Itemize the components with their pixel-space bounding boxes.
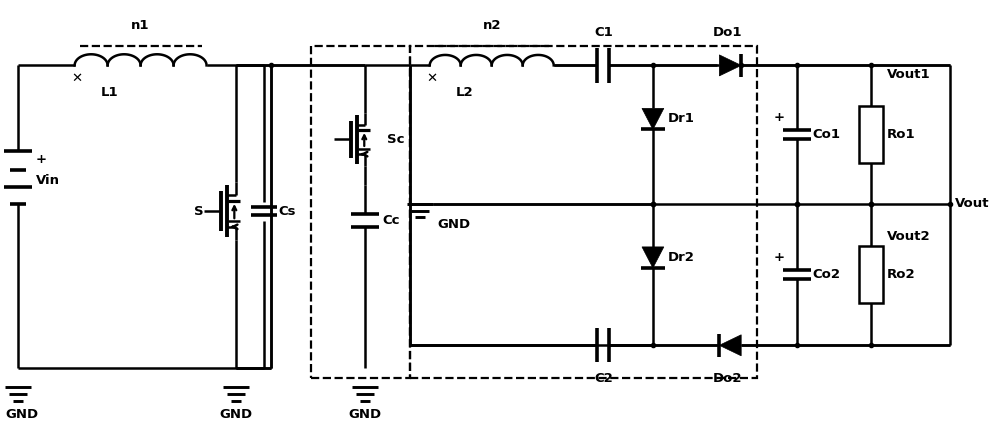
Text: S: S	[194, 205, 204, 218]
Text: GND: GND	[349, 408, 382, 421]
Text: ✕: ✕	[71, 72, 82, 85]
Text: Ro1: Ro1	[887, 128, 916, 141]
Text: L2: L2	[456, 87, 473, 100]
Text: Dr2: Dr2	[668, 251, 695, 264]
Text: C1: C1	[594, 26, 613, 39]
Text: Ro2: Ro2	[887, 268, 916, 281]
Text: n2: n2	[482, 19, 501, 32]
Polygon shape	[642, 108, 664, 130]
Text: Vout: Vout	[955, 197, 990, 211]
Text: Co1: Co1	[813, 128, 841, 141]
Text: C2: C2	[594, 372, 613, 385]
Polygon shape	[719, 335, 741, 356]
Text: GND: GND	[438, 218, 471, 231]
Text: GND: GND	[6, 408, 39, 421]
Polygon shape	[719, 55, 741, 76]
Text: Do1: Do1	[713, 26, 742, 39]
Text: Vout2: Vout2	[887, 230, 931, 243]
Text: +: +	[773, 111, 784, 124]
Text: Sc: Sc	[387, 133, 405, 146]
Text: +: +	[36, 152, 47, 165]
Text: ✕: ✕	[426, 72, 437, 85]
Text: +: +	[773, 251, 784, 264]
Text: Vout1: Vout1	[887, 68, 931, 81]
Text: n1: n1	[131, 19, 150, 32]
Text: L1: L1	[101, 87, 118, 100]
Text: Vin: Vin	[36, 173, 60, 187]
Text: Cc: Cc	[382, 214, 400, 227]
Text: GND: GND	[220, 408, 253, 421]
Text: Co2: Co2	[813, 268, 841, 281]
Text: Dr1: Dr1	[668, 112, 695, 125]
Polygon shape	[642, 247, 664, 268]
Text: Do2: Do2	[713, 372, 742, 385]
Text: Cs: Cs	[278, 205, 295, 218]
